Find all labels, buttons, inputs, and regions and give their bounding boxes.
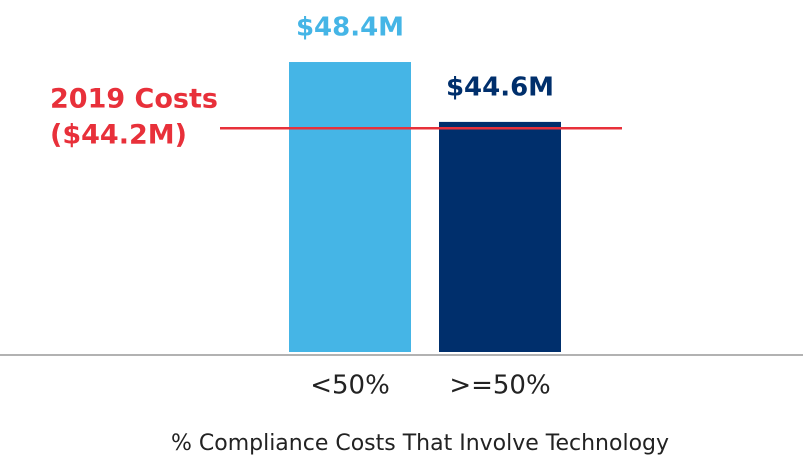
reference-label: ($44.2M) (50, 120, 187, 151)
bar (289, 62, 411, 353)
bar (439, 121, 561, 353)
x-tick-label: <50% (310, 371, 390, 401)
x-tick-label: >=50% (449, 371, 550, 401)
reference-label: 2019 Costs (50, 84, 218, 115)
data-label: $48.4M (296, 13, 404, 43)
x-axis-title: % Compliance Costs That Involve Technolo… (171, 431, 669, 456)
data-label: $44.6M (446, 72, 554, 102)
